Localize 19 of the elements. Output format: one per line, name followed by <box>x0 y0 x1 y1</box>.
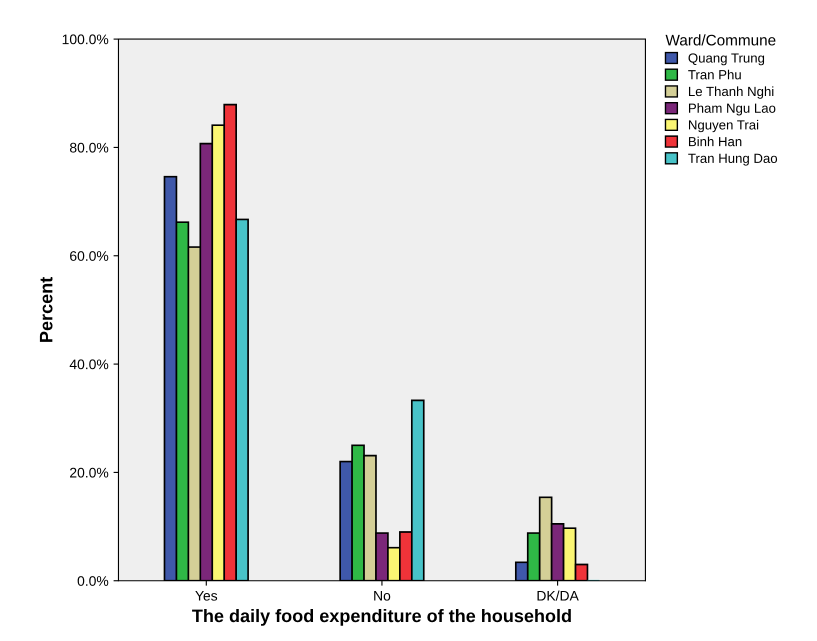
legend-label: Tran Hung Dao <box>688 154 778 166</box>
y-tick-label: 20.0% <box>70 468 108 478</box>
legend-label: Nguyen Trai <box>688 120 758 132</box>
x-axis-title: The daily food expenditure of the household <box>192 608 571 626</box>
y-axis-title: Percent <box>40 277 53 342</box>
y-tick-label: 80.0% <box>70 142 108 153</box>
x-tick-label: Yes <box>195 590 218 601</box>
y-tick-label: 60.0% <box>70 251 108 261</box>
y-tick-label: 0.0% <box>78 576 108 586</box>
legend-label: Le Thanh Nghi <box>688 86 774 99</box>
legend-title: Ward/Commune <box>666 34 776 46</box>
legend-label: Quang Trung <box>688 53 764 66</box>
y-tick-label: 40.0% <box>70 359 108 370</box>
legend-label: Binh Han <box>688 136 742 146</box>
x-tick-label: No <box>374 590 390 601</box>
x-tick-label: DK/DA <box>538 590 579 601</box>
y-tick-label: 100.0% <box>62 34 108 44</box>
legend-label: Pham Ngu Lao <box>688 103 776 116</box>
legend-label: Tran Phu <box>688 70 741 80</box>
